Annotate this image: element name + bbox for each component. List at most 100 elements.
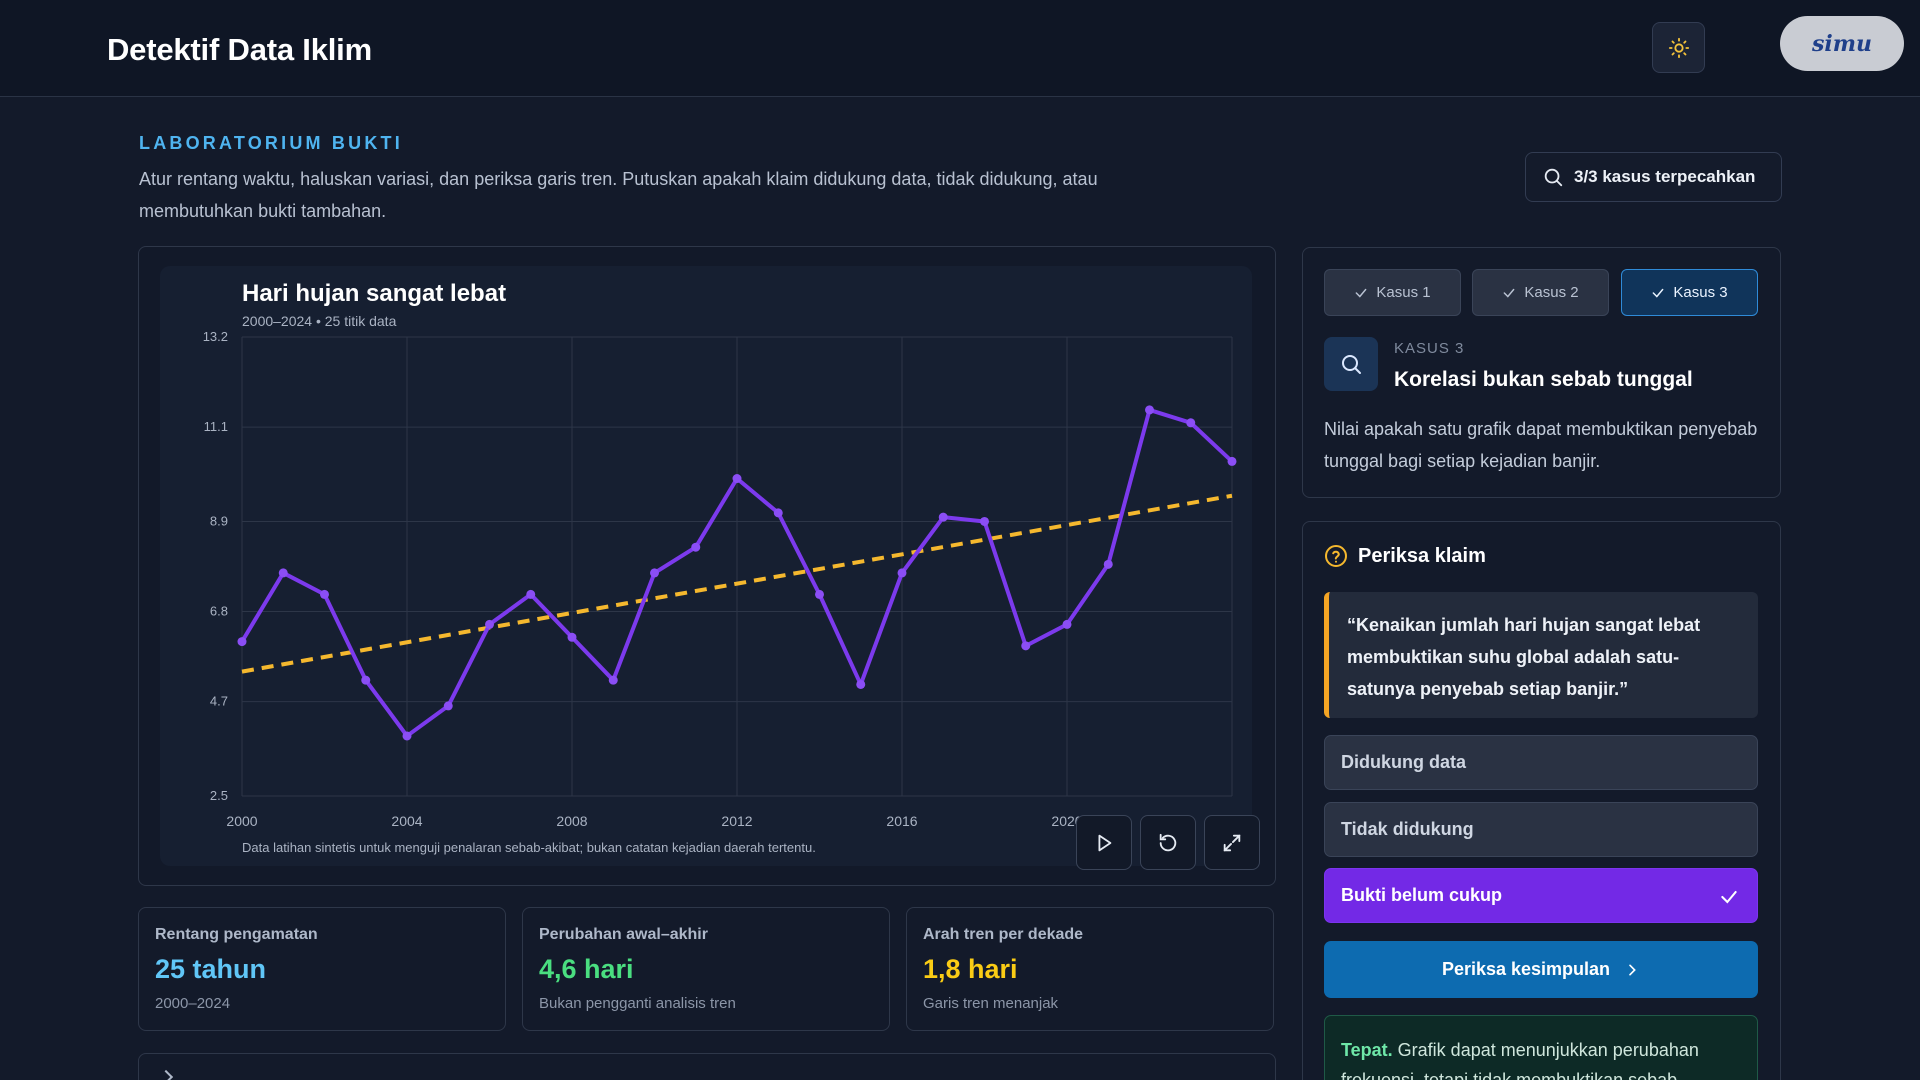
data-point: [691, 542, 701, 552]
theme-toggle-button[interactable]: [1652, 22, 1705, 73]
trend-line-layer: [241, 493, 1233, 674]
y-tick-label: 8.9: [210, 513, 228, 528]
option-not-supported[interactable]: Tidak didukung: [1324, 802, 1758, 857]
data-point: [485, 619, 494, 629]
series-layer: [237, 405, 1237, 741]
play-button[interactable]: [1076, 815, 1132, 870]
x-tick-label: 2016: [886, 813, 917, 829]
result-text: Grafik dapat menunjukkan perubahan freku…: [1341, 1040, 1699, 1080]
option-insufficient-evidence[interactable]: Bukti belum cukup: [1324, 868, 1758, 923]
tab-label: Kasus 3: [1673, 284, 1728, 301]
reset-icon: [1159, 833, 1177, 851]
chart-grid: 2.5 4.7 6.8 8.9 11.1 13.2 2000 2004 2008 2012 2016…: [203, 329, 1233, 829]
x-tick-label: 2012: [721, 813, 752, 829]
result-lead: Tepat.: [1341, 1040, 1393, 1060]
fullscreen-button[interactable]: [1204, 815, 1260, 870]
data-point: [1103, 559, 1113, 569]
data-point: [650, 568, 659, 578]
data-point: [443, 701, 453, 711]
case-title: Korelasi bukan sebab tunggal: [1394, 368, 1693, 391]
stat-subtext: 2000–2024: [155, 995, 231, 1012]
tab-kasus-3[interactable]: Kasus 3: [1621, 269, 1758, 316]
collapsed-panel[interactable]: [138, 1053, 1276, 1080]
intro-description: Atur rentang waktu, haluskan variasi, da…: [139, 169, 1098, 221]
x-tick-label: 2000: [226, 813, 257, 829]
brand-logo[interactable]: simu: [1780, 16, 1904, 71]
data-point: [815, 589, 824, 599]
case-description: Nilai apakah satu grafik dapat membuktik…: [1324, 419, 1758, 471]
data-point: [856, 679, 866, 689]
top-bar: Detektif Data Iklim simu: [0, 0, 1920, 97]
case-icon-box: [1324, 337, 1378, 391]
check-icon: [1652, 288, 1664, 298]
option-supported[interactable]: Didukung data: [1324, 735, 1758, 790]
data-point: [567, 632, 577, 642]
option-label: Bukti belum cukup: [1341, 885, 1503, 905]
data-point: [1021, 641, 1031, 651]
option-label: Tidak didukung: [1341, 819, 1474, 839]
stat-label: Rentang pengamatan: [155, 926, 318, 943]
data-point: [608, 675, 618, 685]
stat-card-range: Rentang pengamatan 25 tahun 2000–2024: [138, 907, 506, 1031]
data-point: [1145, 405, 1154, 415]
data-point: [237, 637, 247, 647]
stat-card-change: Perubahan awal–akhir 4,6 hari Bukan peng…: [522, 907, 890, 1031]
data-point: [526, 589, 536, 599]
stat-subtext: Bukan pengganti analisis tren: [539, 995, 736, 1012]
claim-heading-text: Periksa klaim: [1358, 544, 1486, 567]
case-kicker: KASUS 3: [1394, 340, 1465, 357]
chart-panel: Hari hujan sangat lebat 2000–2024 • 25 t…: [160, 266, 1252, 866]
y-tick-label: 4.7: [210, 694, 228, 709]
play-icon: [1098, 834, 1112, 851]
data-point: [1227, 456, 1237, 466]
check-conclusion-label: Periksa kesimpulan: [1441, 959, 1611, 979]
question-circle-icon: [1325, 545, 1347, 567]
data-point: [278, 568, 288, 578]
x-tick-label: 2008: [556, 813, 587, 829]
line-chart: Hari hujan sangat lebat 2000–2024 • 25 t…: [203, 280, 1237, 855]
sun-icon: [1668, 37, 1689, 58]
check-icon: [1503, 288, 1515, 298]
y-tick-label: 11.1: [204, 419, 228, 434]
cases-solved-text: 3/3 kasus terpecahkan: [1574, 167, 1756, 186]
chevron-right-icon: [158, 1069, 174, 1080]
stat-value: 4,6 hari: [539, 954, 634, 984]
trend-line: [241, 493, 1233, 674]
check-icon: [1355, 288, 1367, 298]
stat-subtext: Garis tren menanjak: [923, 995, 1059, 1012]
stat-value: 25 tahun: [155, 954, 267, 984]
stat-value: 1,8 hari: [923, 954, 1018, 984]
reset-button[interactable]: [1140, 815, 1196, 870]
cases-solved-badge: 3/3 kasus terpecahkan: [1525, 152, 1782, 202]
app-title: Detektif Data Iklim: [107, 32, 372, 67]
result-feedback: Tepat. Grafik dapat menunjukkan perubaha…: [1324, 1015, 1758, 1080]
claim-quote: “Kenaikan jumlah hari hujan sangat lebat…: [1324, 592, 1758, 718]
y-tick-label: 2.5: [210, 788, 228, 803]
data-point: [361, 675, 371, 685]
data-point: [938, 512, 948, 522]
chart-subtitle: 2000–2024 • 25 titik data: [242, 313, 397, 329]
chart-footnote: Data latihan sintetis untuk menguji pena…: [242, 840, 816, 855]
search-icon: [1544, 168, 1563, 187]
stat-card-trend: Arah tren per dekade 1,8 hari Garis tren…: [906, 907, 1274, 1031]
option-label: Didukung data: [1341, 752, 1466, 772]
chevron-right-icon: [1629, 964, 1636, 975]
tab-kasus-1[interactable]: Kasus 1: [1324, 269, 1461, 316]
expand-icon: [1223, 834, 1241, 851]
x-tick-label: 2020: [1051, 813, 1082, 829]
claim-heading: Periksa klaim: [1324, 544, 1486, 568]
tab-label: Kasus 2: [1524, 284, 1579, 301]
check-conclusion-button[interactable]: Periksa kesimpulan: [1324, 941, 1758, 998]
y-tick-label: 6.8: [210, 604, 228, 619]
search-icon: [1342, 355, 1361, 374]
y-tick-label: 13.2: [203, 329, 228, 344]
data-point: [980, 516, 989, 526]
brand-wordmark: simu: [1811, 30, 1873, 57]
data-point: [1062, 619, 1072, 629]
data-point: [732, 474, 742, 484]
data-point: [773, 508, 783, 518]
x-tick-label: 2004: [391, 813, 422, 829]
tab-kasus-2[interactable]: Kasus 2: [1472, 269, 1609, 316]
tab-label: Kasus 1: [1376, 284, 1431, 301]
chart-title: Hari hujan sangat lebat: [242, 280, 506, 307]
